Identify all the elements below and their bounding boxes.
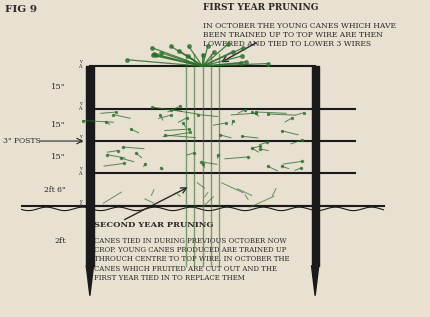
Text: FIRST YEAR PRUNING: FIRST YEAR PRUNING [202, 3, 317, 12]
Text: v: v [79, 134, 81, 139]
Text: IN OCTOBER THE YOUNG CANES WHICH HAVE
BEEN TRAINED UP TO TOP WIRE ARE THEN
LOWER: IN OCTOBER THE YOUNG CANES WHICH HAVE BE… [202, 22, 395, 48]
Text: A: A [78, 64, 81, 69]
Text: 15": 15" [51, 121, 66, 129]
Text: 15": 15" [51, 83, 66, 91]
Text: A: A [78, 171, 81, 176]
Text: v: v [79, 101, 81, 107]
Text: v: v [79, 199, 81, 204]
Bar [311, 66, 318, 266]
Text: 15": 15" [51, 153, 66, 161]
Polygon shape [311, 266, 318, 296]
Text: A: A [78, 139, 81, 144]
Text: SECOND YEAR PRUNING: SECOND YEAR PRUNING [94, 221, 213, 229]
Text: 2ft 6": 2ft 6" [44, 186, 66, 194]
Text: A: A [78, 106, 81, 111]
Text: A: A [78, 204, 81, 208]
Text: 3" POSTS: 3" POSTS [3, 137, 41, 145]
Text: v: v [79, 166, 81, 171]
Text: 2ft: 2ft [54, 237, 66, 245]
Text: CANES TIED IN DURING PREVIOUS OCTOBER NOW
CROP. YOUNG CANES PRODUCED ARE TRAINED: CANES TIED IN DURING PREVIOUS OCTOBER NO… [94, 237, 289, 282]
Text: v: v [79, 59, 81, 64]
Text: FIG 9: FIG 9 [6, 4, 37, 14]
Polygon shape [86, 266, 93, 296]
Bar [86, 66, 93, 266]
